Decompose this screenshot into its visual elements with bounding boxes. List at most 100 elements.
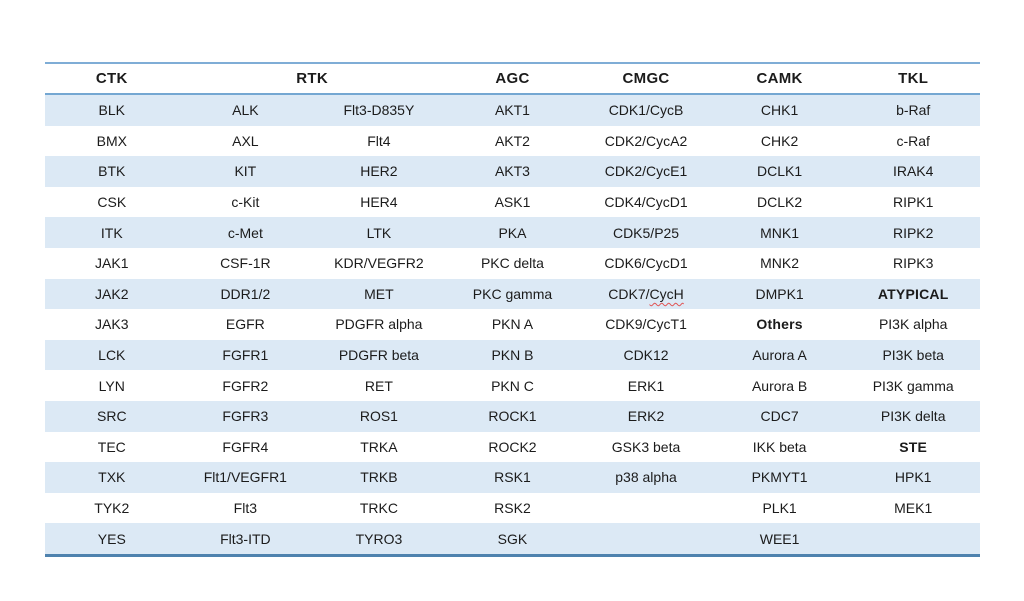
kinase-cell: RSK1 bbox=[445, 462, 580, 493]
kinase-cell: ROCK1 bbox=[445, 400, 580, 432]
table-row: TYK2 Flt3 TRKC RSK2 PLK1 MEK1 bbox=[45, 493, 980, 524]
kinase-cell: ROCK2 bbox=[488, 438, 537, 455]
kinase-cell: PDGFR beta bbox=[312, 339, 446, 371]
kinase-cell: PKN C bbox=[491, 377, 534, 394]
kinase-cell: CHK2 bbox=[760, 132, 799, 149]
kinase-cell: DCLK1 bbox=[712, 156, 847, 187]
kinase-cell: TYRO3 bbox=[312, 523, 446, 557]
kinase-cell: MEK1 bbox=[894, 500, 933, 517]
kinase-cell: LTK bbox=[312, 217, 446, 248]
kinase-cell: JAK2 bbox=[45, 278, 179, 310]
kinase-cell: ATYPICAL bbox=[846, 278, 980, 310]
kinase-cell: KIT bbox=[178, 156, 313, 187]
kinase-cell: Others bbox=[756, 316, 803, 333]
kinase-cell: PI3K gamma bbox=[872, 377, 954, 394]
kinase-cell: YES bbox=[45, 523, 179, 557]
header-row: CTK RTK AGC CMGC CAMK TKL bbox=[45, 63, 980, 95]
kinase-cell: PDGFR alpha bbox=[335, 316, 423, 333]
table-row: SRC FGFR3 ROS1 ROCK1 ERK2 CDC7 PI3K delta bbox=[45, 400, 980, 432]
table-row: LYN FGFR2 RET PKN C ERK1 Aurora B PI3K gamma bbox=[45, 370, 980, 401]
table-row: JAK3 EGFR PDGFR alpha PKN A CDK9/CycT1 Others… bbox=[45, 309, 980, 340]
table-header: CTK RTK AGC CMGC CAMK TKL bbox=[45, 63, 980, 95]
kinase-cell: HPK1 bbox=[846, 462, 980, 493]
kinase-cell: RSK2 bbox=[494, 500, 531, 517]
kinase-cell: SRC bbox=[45, 400, 179, 432]
kinase-cell: PI3K alpha bbox=[878, 316, 948, 333]
kinase-cell: FGFR1 bbox=[178, 339, 313, 371]
kinase-cell: IRAK4 bbox=[846, 156, 980, 187]
kinase-cell: BLK bbox=[45, 94, 179, 126]
table-row: TEC FGFR4 TRKA ROCK2 GSK3 beta IKK beta STE bbox=[45, 432, 980, 463]
kinase-cell: EGFR bbox=[225, 316, 265, 333]
kinase-cell: PI3K beta bbox=[846, 339, 980, 371]
kinase-family-table: CTK RTK AGC CMGC CAMK TKL BLK ALK Flt3-D835Y AKT… bbox=[45, 62, 980, 557]
kinase-cell: RIPK1 bbox=[892, 194, 934, 211]
column-header-rtk: RTK bbox=[178, 63, 446, 95]
kinase-cell: CDK2/CycA2 bbox=[604, 132, 688, 149]
kinase-cell: ALK bbox=[178, 94, 313, 126]
kinase-cell: GSK3 beta bbox=[611, 438, 681, 455]
kinase-cell: BTK bbox=[45, 156, 179, 187]
kinase-cell: CDK12 bbox=[579, 339, 713, 371]
kinase-cell: ASK1 bbox=[494, 194, 531, 211]
kinase-cell: SGK bbox=[445, 523, 580, 557]
kinase-cell: LYN bbox=[98, 377, 125, 394]
column-header-camk: CAMK bbox=[712, 63, 847, 95]
kinase-cell: CHK1 bbox=[712, 94, 847, 126]
kinase-cell: JAK1 bbox=[95, 255, 129, 272]
column-header-cmgc: CMGC bbox=[579, 63, 713, 95]
table-row: ITK c-Met LTK PKA CDK5/P25 MNK1 RIPK2 bbox=[45, 217, 980, 248]
kinase-cell: PLK1 bbox=[762, 500, 797, 517]
kinase-cell: TRKC bbox=[359, 500, 398, 517]
kinase-cell: AKT2 bbox=[494, 132, 530, 149]
kinase-table-container: CTK RTK AGC CMGC CAMK TKL BLK ALK Flt3-D835Y AKT… bbox=[45, 62, 980, 557]
table-row: JAK1 CSF-1R KDR/VEGFR2 PKC delta CDK6/CycD1 M… bbox=[45, 248, 980, 279]
kinase-cell: CDK6/CycD1 bbox=[604, 255, 688, 272]
table-row: LCK FGFR1 PDGFR beta PKN B CDK12 Aurora A PI3K… bbox=[45, 339, 980, 371]
kinase-cell: CDC7 bbox=[712, 400, 847, 432]
kinase-cell: BMX bbox=[96, 132, 127, 149]
kinase-cell: Aurora A bbox=[712, 339, 847, 371]
kinase-cell: WEE1 bbox=[712, 523, 847, 557]
table-row: CSK c-Kit HER4 ASK1 CDK4/CycD1 DCLK2 RIPK1 bbox=[45, 187, 980, 218]
kinase-cell: TXK bbox=[45, 462, 179, 493]
kinase-cell: MET bbox=[312, 278, 446, 310]
kinase-cell: FGFR3 bbox=[178, 400, 313, 432]
kinase-cell: TRKA bbox=[360, 438, 398, 455]
kinase-cell bbox=[846, 523, 980, 557]
column-header-tkl: TKL bbox=[846, 63, 980, 95]
kinase-cell: RET bbox=[364, 377, 393, 394]
kinase-cell: CDK5/P25 bbox=[579, 217, 713, 248]
table-row: JAK2 DDR1/2 MET PKC gamma CDK7/CycH DMPK1 ATYP… bbox=[45, 278, 980, 310]
kinase-cell: Flt3-D835Y bbox=[312, 94, 446, 126]
kinase-cell: FGFR2 bbox=[222, 377, 269, 394]
kinase-cell: PKC gamma bbox=[445, 278, 580, 310]
kinase-cell: CDK9/CycT1 bbox=[605, 316, 687, 333]
kinase-cell: PI3K delta bbox=[846, 400, 980, 432]
kinase-cell: TRKB bbox=[312, 462, 446, 493]
kinase-cell: PKC delta bbox=[480, 255, 544, 272]
kinase-cell: Flt3 bbox=[233, 500, 258, 517]
kinase-cell: PKMYT1 bbox=[712, 462, 847, 493]
kinase-cell: Flt1/VEGFR1 bbox=[178, 462, 313, 493]
kinase-cell: PKN B bbox=[445, 339, 580, 371]
kinase-cell bbox=[579, 493, 713, 524]
kinase-cell: Flt4 bbox=[367, 132, 391, 149]
table-row: YES Flt3-ITD TYRO3 SGK WEE1 bbox=[45, 523, 980, 557]
kinase-cell: LCK bbox=[45, 339, 179, 371]
table-body: BLK ALK Flt3-D835Y AKT1 CDK1/CycB CHK1 b-Raf BM… bbox=[45, 94, 980, 557]
column-header-ctk: CTK bbox=[45, 63, 179, 95]
kinase-cell: CSK bbox=[97, 194, 127, 211]
kinase-cell: PKN A bbox=[491, 316, 534, 333]
kinase-cell: CSF-1R bbox=[220, 255, 271, 272]
spellcheck-underlined-text: CycH bbox=[649, 285, 684, 302]
kinase-cell: IKK beta bbox=[752, 438, 807, 455]
kinase-cell: b-Raf bbox=[846, 94, 980, 126]
kinase-cell: ROS1 bbox=[312, 400, 446, 432]
kinase-cell: HER4 bbox=[360, 194, 398, 211]
cell-text: CDK7/ bbox=[608, 285, 650, 302]
kinase-cell: AXL bbox=[232, 132, 259, 149]
kinase-cell: TEC bbox=[97, 438, 126, 455]
column-header-agc: AGC bbox=[445, 63, 580, 95]
